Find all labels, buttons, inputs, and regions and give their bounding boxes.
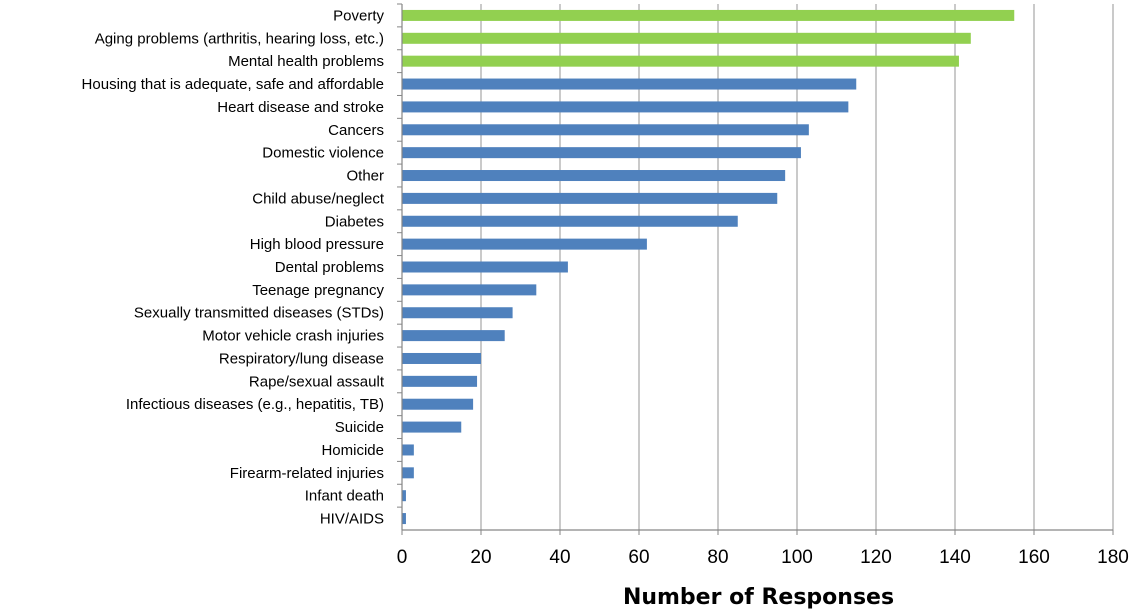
category-label-19: Homicide: [321, 442, 384, 459]
gridlines: [480, 4, 1114, 530]
bar-16: [402, 375, 478, 387]
bar-11: [402, 261, 568, 273]
category-label-1: Aging problems (arthritis, hearing loss,…: [95, 30, 384, 47]
category-label-13: Sexually transmitted diseases (STDs): [134, 305, 384, 322]
category-label-15: Respiratory/lung disease: [219, 350, 384, 367]
bar-20: [402, 467, 414, 479]
bar-10: [402, 238, 647, 250]
bar-0: [402, 9, 1015, 21]
x-tick-label-80: 80: [707, 547, 728, 568]
bar-9: [402, 215, 738, 227]
category-label-21: Infant death: [305, 488, 384, 505]
category-label-14: Motor vehicle crash injuries: [202, 328, 384, 345]
category-label-22: HIV/AIDS: [320, 511, 384, 528]
bar-6: [402, 147, 801, 159]
bar-1: [402, 32, 971, 44]
bar-5: [402, 124, 809, 136]
x-tick-label-120: 120: [860, 547, 892, 568]
category-label-6: Domestic violence: [262, 145, 384, 162]
category-label-16: Rape/sexual assault: [249, 373, 385, 390]
category-label-7: Other: [346, 168, 384, 185]
category-label-17: Infectious diseases (e.g., hepatitis, TB…: [126, 396, 384, 413]
bar-12: [402, 284, 537, 296]
bar-7: [402, 170, 786, 182]
bar-17: [402, 398, 474, 410]
bar-15: [402, 352, 481, 364]
x-tick-label-100: 100: [781, 547, 813, 568]
x-tick-label-40: 40: [549, 547, 570, 568]
bar-3: [402, 78, 857, 90]
category-label-11: Dental problems: [275, 259, 384, 276]
category-labels: Poverty Aging problems (arthritis, hearin…: [82, 7, 385, 527]
bar-4: [402, 101, 849, 113]
axes: [397, 3, 1114, 535]
x-tick-labels: 0 20 40 60 80 100 120 140 160 180: [397, 547, 1129, 568]
category-label-9: Diabetes: [325, 213, 384, 230]
x-tick-label-20: 20: [470, 547, 491, 568]
bar-14: [402, 330, 505, 342]
x-tick-label-0: 0: [397, 547, 408, 568]
category-label-2: Mental health problems: [228, 53, 384, 70]
bar-19: [402, 444, 414, 456]
category-label-10: High blood pressure: [250, 236, 384, 253]
x-axis-title: Number of Responses: [623, 585, 894, 610]
category-label-5: Cancers: [328, 122, 384, 139]
bars: [402, 9, 1015, 525]
bar-8: [402, 192, 778, 204]
bar-18: [402, 421, 462, 433]
category-label-12: Teenage pregnancy: [252, 282, 384, 299]
x-tick-label-160: 160: [1018, 547, 1050, 568]
bar-2: [402, 55, 959, 67]
bar-21: [402, 490, 406, 502]
category-label-8: Child abuse/neglect: [252, 190, 385, 207]
x-tick-label-60: 60: [628, 547, 649, 568]
bar-13: [402, 307, 513, 319]
x-tick-label-180: 180: [1097, 547, 1129, 568]
category-label-4: Heart disease and stroke: [217, 99, 384, 116]
category-label-20: Firearm-related injuries: [230, 465, 384, 482]
category-label-3: Housing that is adequate, safe and affor…: [82, 76, 384, 93]
category-label-18: Suicide: [335, 419, 384, 436]
bar-22: [402, 513, 406, 525]
category-label-0: Poverty: [333, 7, 384, 24]
x-tick-label-140: 140: [939, 547, 971, 568]
